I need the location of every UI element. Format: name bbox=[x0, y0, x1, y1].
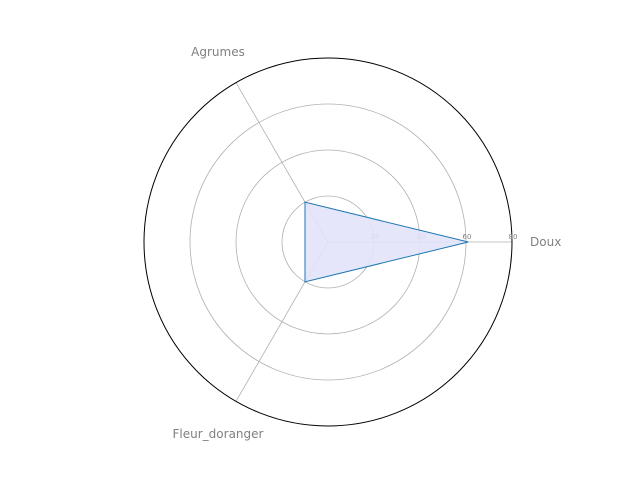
outer-frame-circle bbox=[143, 57, 513, 427]
series-area-0 bbox=[304, 201, 469, 283]
r-tick-label-60: 60 bbox=[463, 233, 472, 241]
category-label-doux: Doux bbox=[530, 235, 561, 249]
category-label-fleur_doranger: Fleur_doranger bbox=[173, 427, 264, 441]
category-label-agrumes: Agrumes bbox=[191, 45, 245, 59]
r-tick-label-80: 80 bbox=[509, 233, 518, 241]
